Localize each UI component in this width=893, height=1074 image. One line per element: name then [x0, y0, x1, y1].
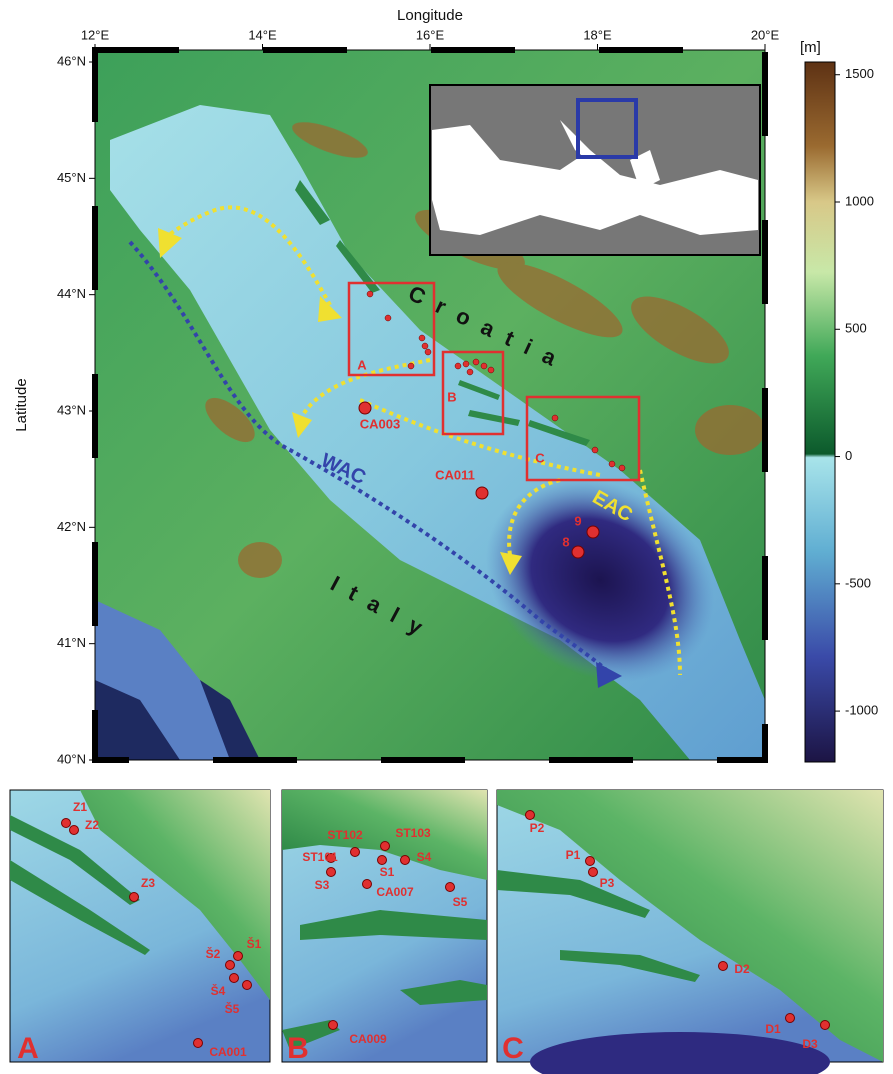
- station-dot: [230, 974, 239, 983]
- station-label: ST101: [302, 850, 338, 864]
- station-dot: [70, 826, 79, 835]
- station-dot: [359, 402, 371, 414]
- station-label: D3: [802, 1037, 818, 1051]
- station-label: Z3: [141, 876, 155, 890]
- station-label: P2: [530, 821, 545, 835]
- figure: [m] Longitude Latitude CroatiaItalyWACEA…: [0, 0, 893, 1074]
- station-label: 9: [574, 513, 581, 528]
- x-tick-label: 12°E: [81, 27, 110, 42]
- y-tick-label: 46°N: [57, 53, 86, 68]
- station-label: ST103: [395, 826, 431, 840]
- panel-letter: B: [287, 1032, 309, 1065]
- station-dot: [130, 893, 139, 902]
- x-tick-label: 20°E: [751, 27, 780, 42]
- station-dot: [526, 811, 535, 820]
- station-dot: [234, 952, 243, 961]
- colorbar-unit: [m]: [800, 39, 821, 56]
- station-label: S4: [417, 850, 432, 864]
- station-dot: [476, 487, 488, 499]
- station-label: S1: [380, 865, 395, 879]
- station-dot: [572, 546, 584, 558]
- x-tick-label: 14°E: [248, 27, 277, 42]
- x-tick-label: 16°E: [416, 27, 445, 42]
- station-dot: [62, 819, 71, 828]
- station-label: Z2: [85, 818, 99, 832]
- station-dot: [378, 856, 387, 865]
- panel-a: [10, 790, 270, 1062]
- station-label: CA001: [209, 1045, 247, 1059]
- station-label: CA003: [360, 416, 400, 431]
- station-label: CA011: [435, 467, 475, 482]
- station-dot: [243, 981, 252, 990]
- colorbar-tick-label: 500: [845, 321, 867, 336]
- y-tick-label: 43°N: [57, 402, 86, 417]
- station-dot: [446, 883, 455, 892]
- station-label: ST102: [327, 828, 363, 842]
- station-label: Š5: [225, 1001, 240, 1016]
- station-label: Z1: [73, 800, 87, 814]
- colorbar-tick-label: -1000: [845, 703, 878, 718]
- station-dot: [327, 868, 336, 877]
- station-label: P1: [566, 848, 581, 862]
- colorbar-tick-label: 1000: [845, 193, 874, 208]
- station-label: 8: [562, 534, 569, 549]
- station-dot: [786, 1014, 795, 1023]
- x-axis-title: Longitude: [397, 7, 463, 24]
- y-tick-label: 45°N: [57, 170, 86, 185]
- station-dot: [194, 1039, 203, 1048]
- station-label: D1: [765, 1022, 781, 1036]
- y-tick-label: 41°N: [57, 635, 86, 650]
- station-dot: [587, 526, 599, 538]
- box-label: A: [357, 357, 367, 372]
- station-dot: [226, 961, 235, 970]
- station-label: CA007: [376, 885, 414, 899]
- station-label: Š4: [211, 983, 226, 998]
- station-dot: [589, 868, 598, 877]
- station-label: S5: [453, 895, 468, 909]
- inset-map: [430, 85, 760, 255]
- station-label: D2: [734, 962, 750, 976]
- colorbar: [805, 62, 835, 762]
- y-axis-title: Latitude: [13, 378, 30, 431]
- panel-c: [497, 790, 883, 1074]
- station-label: Š1: [247, 936, 262, 951]
- station-dot: [351, 848, 360, 857]
- station-dot: [719, 962, 728, 971]
- station-label: Š2: [206, 946, 221, 961]
- colorbar-tick-label: 0: [845, 448, 852, 463]
- y-tick-label: 44°N: [57, 286, 86, 301]
- station-dot: [821, 1021, 830, 1030]
- station-dot: [401, 856, 410, 865]
- station-label: P3: [600, 876, 615, 890]
- station-dot: [381, 842, 390, 851]
- panel-letter: C: [502, 1032, 524, 1065]
- panel-b: [282, 790, 487, 1062]
- box-label: B: [447, 389, 456, 404]
- box-label: C: [535, 450, 545, 465]
- station-dot: [586, 857, 595, 866]
- panel-letter: A: [17, 1032, 39, 1065]
- y-tick-label: 42°N: [57, 519, 86, 534]
- x-tick-label: 18°E: [583, 27, 612, 42]
- colorbar-tick-label: -500: [845, 575, 871, 590]
- station-label: S3: [315, 878, 330, 892]
- station-dot: [329, 1021, 338, 1030]
- y-tick-label: 40°N: [57, 751, 86, 766]
- station-dot: [363, 880, 372, 889]
- station-label: CA009: [349, 1032, 387, 1046]
- colorbar-tick-label: 1500: [845, 66, 874, 81]
